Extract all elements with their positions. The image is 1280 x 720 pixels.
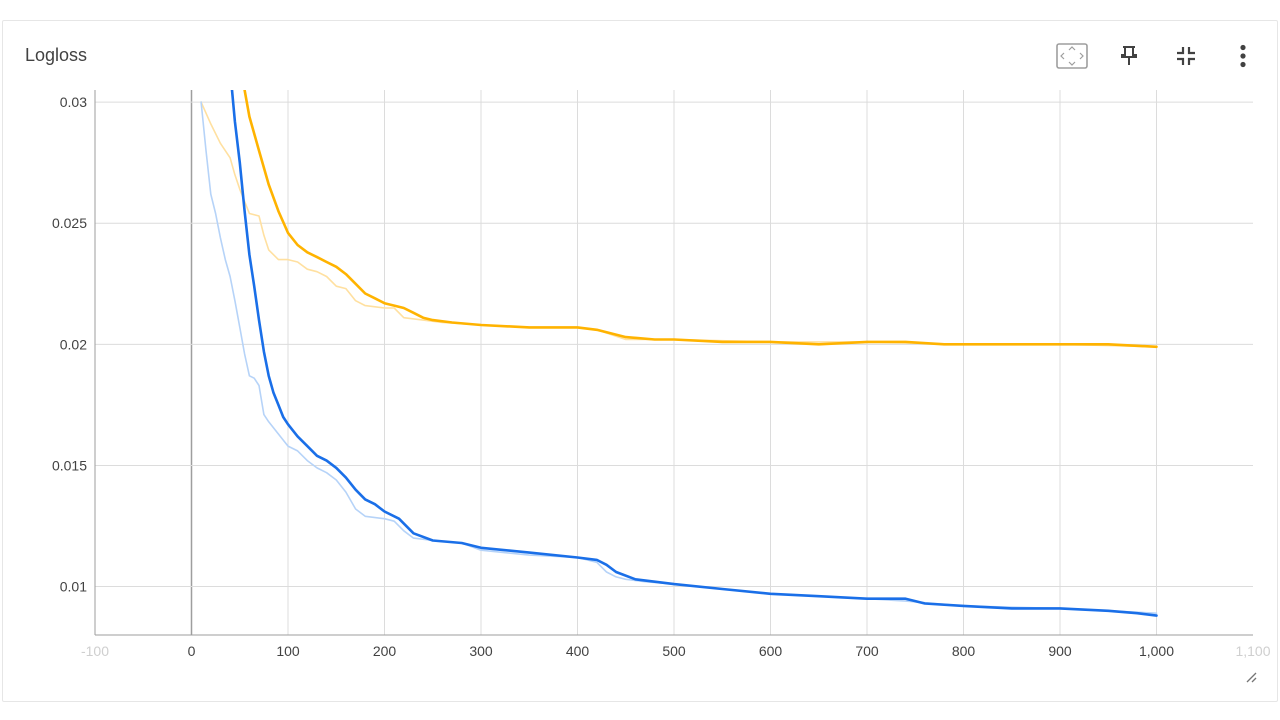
series-line-1 bbox=[200, 101, 1158, 348]
y-tick-label: 0.01 bbox=[60, 579, 87, 595]
x-tick-label: -100 bbox=[81, 643, 109, 659]
x-tick-label: 1,100 bbox=[1235, 643, 1270, 659]
x-tick-label: 300 bbox=[469, 643, 493, 659]
pin-icon bbox=[1121, 46, 1137, 65]
more-button[interactable] bbox=[1223, 39, 1263, 73]
collapse-icon bbox=[1177, 47, 1195, 65]
x-tick-label: 400 bbox=[566, 643, 590, 659]
series-line-0 bbox=[243, 90, 1158, 349]
x-tick-label: 0 bbox=[188, 643, 196, 659]
more-vert-icon bbox=[1240, 44, 1246, 68]
y-tick-label: 0.02 bbox=[60, 336, 87, 352]
x-axis-tick-labels: -100 0 100 200 300 400 500 600 700 800 900 1,000 1,1… bbox=[81, 643, 1271, 659]
grid-lines bbox=[94, 90, 1253, 636]
fit-to-screen-icon bbox=[1056, 43, 1088, 69]
chart-card: Logloss bbox=[2, 20, 1278, 702]
collapse-button[interactable] bbox=[1166, 39, 1206, 73]
x-tick-label: 200 bbox=[373, 643, 397, 659]
x-tick-label: 100 bbox=[276, 643, 300, 659]
y-axis-tick-labels: 0.01 0.015 0.02 0.025 0.03 bbox=[52, 94, 87, 594]
x-tick-label: 900 bbox=[1048, 643, 1072, 659]
pin-button[interactable] bbox=[1109, 39, 1149, 73]
fit-domain-button[interactable] bbox=[1052, 39, 1092, 73]
chart-title: Logloss bbox=[25, 45, 88, 65]
x-tick-label: 500 bbox=[662, 643, 686, 659]
x-tick-label: 1,000 bbox=[1139, 643, 1174, 659]
series-line-2 bbox=[230, 90, 1158, 617]
resize-handle-icon[interactable] bbox=[1245, 671, 1257, 683]
card-toolbar bbox=[1035, 39, 1263, 73]
x-tick-label: 700 bbox=[855, 643, 879, 659]
x-tick-label: 800 bbox=[952, 643, 976, 659]
series-lines bbox=[200, 90, 1158, 617]
y-tick-label: 0.025 bbox=[52, 215, 87, 231]
x-tick-label: 600 bbox=[759, 643, 783, 659]
y-tick-label: 0.015 bbox=[52, 457, 87, 473]
series-line-3 bbox=[200, 101, 1158, 614]
y-tick-label: 0.03 bbox=[60, 94, 87, 110]
